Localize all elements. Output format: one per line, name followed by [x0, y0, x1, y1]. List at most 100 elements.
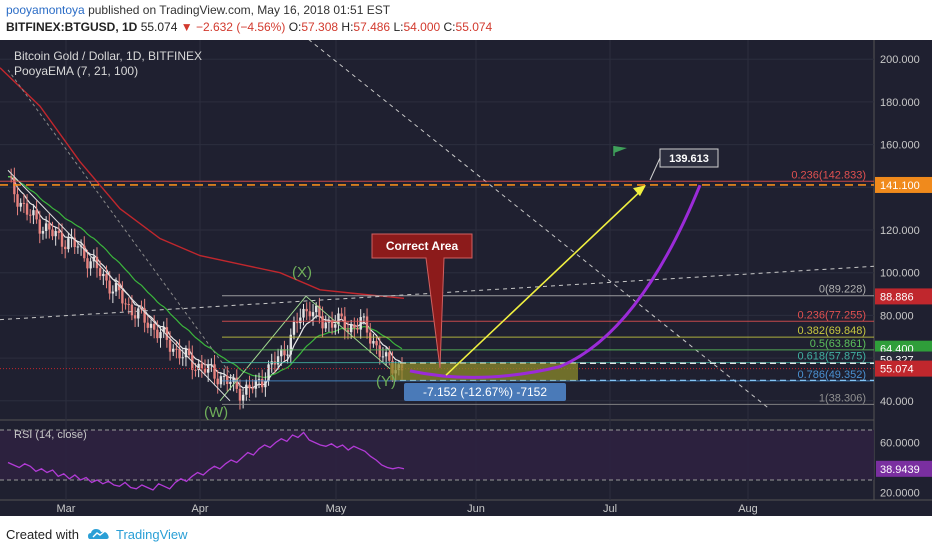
rsi-tick-label: 60.0000 [880, 438, 920, 450]
price-tick-label: 100.000 [880, 268, 920, 280]
candle-body [175, 348, 178, 350]
candle-body [295, 321, 299, 324]
candle-body [311, 312, 315, 317]
price-tick-label: 200.000 [880, 54, 920, 66]
low-value: 54.000 [403, 20, 441, 34]
candle-body [121, 290, 124, 304]
candle-body [248, 384, 251, 389]
publish-info: published on TradingView.com, May 16, 20… [88, 3, 391, 17]
candle-body [276, 356, 280, 365]
candle-body [334, 324, 337, 328]
candle-body [213, 364, 216, 379]
candle-body [73, 237, 76, 248]
fib-level-label: 0.618(57.875) [798, 351, 867, 363]
flag-icon[interactable] [613, 146, 627, 156]
tradingview-logo-icon[interactable] [86, 525, 112, 543]
candle-body [337, 313, 340, 325]
candle-body [321, 316, 324, 329]
price-tag-label: 141.100 [880, 180, 920, 192]
fib-level-label: 0(89.228) [819, 284, 866, 296]
candle-body [159, 332, 162, 339]
measure-label-box[interactable] [404, 383, 566, 401]
created-with-label: Created with [6, 527, 79, 542]
candle-body [118, 282, 121, 291]
candle-body [346, 330, 350, 333]
candle-body [315, 305, 318, 313]
candle-body [197, 363, 200, 371]
candle-body [216, 378, 219, 385]
candle-body [238, 388, 242, 401]
price-tick-label: 80.000 [880, 310, 914, 322]
candle-body [130, 304, 134, 316]
candle-body [67, 238, 70, 250]
candle-body [54, 231, 57, 237]
rsi-line [7, 431, 405, 491]
last-price: 55.074 [140, 20, 178, 34]
candle-body [308, 311, 312, 317]
candle-body [235, 377, 238, 389]
candle-body [16, 194, 19, 207]
time-tick-label: Mar [57, 503, 76, 515]
candle-body [57, 231, 61, 233]
candle-body [41, 231, 45, 234]
author-link[interactable]: pooyamontoya [6, 3, 85, 17]
candle-body [137, 308, 140, 319]
publish-line: pooyamontoya published on TradingView.co… [6, 3, 390, 17]
candle-body [187, 348, 191, 356]
candle-body [318, 305, 321, 317]
target-label-pointer [649, 157, 661, 181]
candle-body [362, 316, 366, 318]
wave-label-y: (Y) [376, 373, 396, 390]
candle-body [152, 323, 156, 330]
fib-level-label: 0.236(142.833) [791, 169, 866, 181]
wave-label-x: (X) [292, 264, 312, 281]
candle-body [229, 381, 232, 384]
candle-body [289, 334, 292, 355]
candle-body [305, 308, 308, 312]
candle-body [260, 379, 264, 388]
candle-body [70, 237, 73, 239]
header-bar: pooyamontoya published on TradingView.co… [0, 0, 932, 40]
candle-body [111, 291, 115, 294]
candle-body [44, 223, 48, 232]
candle-body [156, 329, 159, 339]
candle-body [264, 380, 267, 388]
footer-bar: Created with TradingView [0, 516, 932, 550]
candle-body [149, 323, 153, 328]
candle-body [35, 210, 38, 220]
candle-body [254, 379, 258, 389]
candle-body [232, 377, 235, 382]
correct-area-callout[interactable] [371, 233, 473, 369]
price-scale[interactable] [874, 40, 932, 516]
price-change: ▼ −2.632 (−4.56%) [180, 20, 286, 34]
candle-body [108, 280, 111, 294]
symbol-name: BITFINEX:BTGUSD, 1D [6, 20, 138, 34]
rising-trendline [0, 265, 875, 321]
candle-body [114, 282, 118, 292]
candle-body [48, 223, 51, 230]
rsi-band [0, 430, 874, 480]
candle-body [257, 379, 261, 381]
tradingview-link[interactable]: TradingView [116, 527, 188, 542]
candle-body [219, 376, 223, 385]
candle-body [83, 245, 86, 259]
candle-body [203, 368, 207, 373]
candle-body [356, 327, 359, 330]
candle-body [200, 363, 204, 369]
fib-level-label: 0.236(77.255) [798, 309, 867, 321]
candle-body [340, 313, 343, 317]
candle-body [181, 357, 184, 359]
candle-body [51, 229, 54, 237]
high-label: H: [341, 20, 354, 34]
candle-body [245, 384, 248, 395]
candle-body [349, 324, 353, 333]
candle-body [102, 273, 105, 277]
price-tag-box [875, 176, 932, 193]
candle-body [251, 388, 254, 390]
chart-canvas[interactable]: 0.236(142.833) 0(89.228) 0.236(77.255) 0.38… [0, 40, 932, 516]
candle-body [133, 315, 137, 319]
candle-body [184, 348, 188, 358]
measure-label: -7.152 (-12.67%) -7152 [423, 385, 547, 399]
candle-body [178, 348, 181, 359]
